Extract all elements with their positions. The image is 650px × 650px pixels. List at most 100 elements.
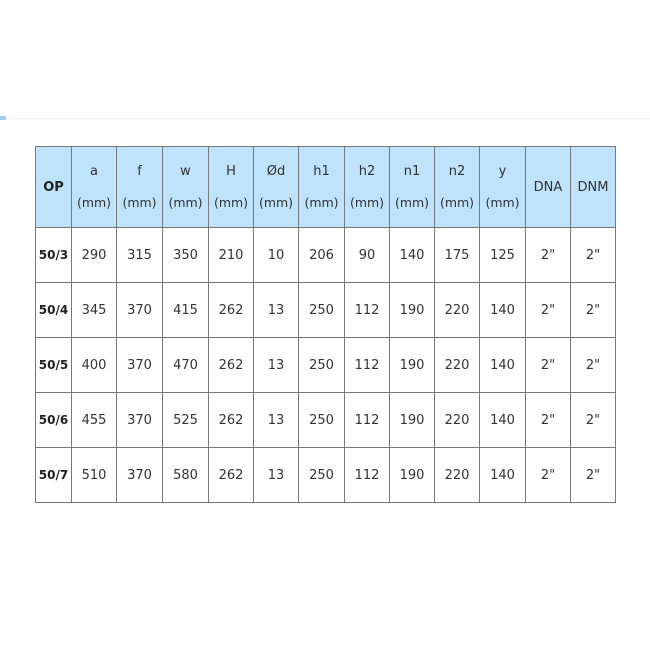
value-cell: 290 — [71, 227, 117, 283]
value-cell: 262 — [208, 337, 254, 393]
value-cell: 262 — [208, 282, 254, 338]
header-unit: (mm) — [122, 195, 157, 210]
value-cell: 112 — [344, 392, 390, 448]
value-cell: 190 — [389, 447, 435, 503]
value-cell: 2" — [525, 282, 571, 338]
table-row: 50/7 510 370 580 262 13 250 112 190 220 140 2" 2" — [35, 447, 616, 503]
value-cell: 250 — [298, 392, 345, 448]
header-unit: (mm) — [394, 195, 430, 210]
value-cell: 13 — [253, 337, 299, 393]
header-label: n1 — [403, 164, 421, 179]
header-row: OP a (mm) f (mm) w (mm) H (mm) Ød (mm) h1 (mm) h2 (mm)… — [35, 146, 616, 228]
header-label: a — [90, 164, 98, 179]
header-cell: w (mm) — [162, 146, 209, 228]
header-cell: f (mm) — [116, 146, 163, 228]
model-cell: 50/3 — [35, 227, 72, 283]
header-cell: DNM — [570, 146, 616, 228]
header-label: n2 — [448, 164, 466, 179]
value-cell: 580 — [162, 447, 209, 503]
value-cell: 2" — [525, 447, 571, 503]
header-label: w — [180, 164, 191, 179]
model-cell: 50/6 — [35, 392, 72, 448]
value-cell: 206 — [298, 227, 345, 283]
value-cell: 315 — [116, 227, 163, 283]
header-unit: (mm) — [258, 195, 294, 210]
header-label: y — [498, 164, 507, 179]
value-cell: 140 — [389, 227, 435, 283]
table-row: 50/5 400 370 470 262 13 250 112 190 220 140 2" 2" — [35, 337, 616, 393]
header-cell: DNA — [525, 146, 571, 228]
value-cell: 510 — [71, 447, 117, 503]
dimensions-table: OP a (mm) f (mm) w (mm) H (mm) Ød (mm) h1 (mm) h2 (mm)… — [35, 146, 616, 503]
value-cell: 210 — [208, 227, 254, 283]
model-cell: 50/4 — [35, 282, 72, 338]
value-cell: 220 — [434, 392, 480, 448]
table-row: 50/4 345 370 415 262 13 250 112 190 220 140 2" 2" — [35, 282, 616, 338]
value-cell: 370 — [116, 447, 163, 503]
value-cell: 250 — [298, 447, 345, 503]
value-cell: 190 — [389, 337, 435, 393]
header-label: DNM — [577, 179, 609, 195]
value-cell: 190 — [389, 282, 435, 338]
value-cell: 13 — [253, 447, 299, 503]
value-cell: 13 — [253, 392, 299, 448]
value-cell: 220 — [434, 282, 480, 338]
header-cell: Ød (mm) — [253, 146, 299, 228]
divider-line — [0, 118, 650, 119]
value-cell: 190 — [389, 392, 435, 448]
header-cell: n2 (mm) — [434, 146, 480, 228]
value-cell: 400 — [71, 337, 117, 393]
value-cell: 370 — [116, 337, 163, 393]
value-cell: 140 — [479, 447, 526, 503]
header-unit: (mm) — [439, 195, 475, 210]
value-cell: 220 — [434, 447, 480, 503]
value-cell: 250 — [298, 337, 345, 393]
model-cell: 50/7 — [35, 447, 72, 503]
table-row: 50/3 290 315 350 210 10 206 90 140 175 125 2" 2" — [35, 227, 616, 283]
value-cell: 262 — [208, 392, 254, 448]
header-unit: (mm) — [485, 195, 520, 210]
header-cell: h2 (mm) — [344, 146, 390, 228]
value-cell: 2" — [570, 392, 616, 448]
header-cell: H (mm) — [208, 146, 254, 228]
header-cell: h1 (mm) — [298, 146, 345, 228]
value-cell: 112 — [344, 447, 390, 503]
value-cell: 2" — [525, 392, 571, 448]
value-cell: 125 — [479, 227, 526, 283]
value-cell: 175 — [434, 227, 480, 283]
header-unit: (mm) — [349, 195, 385, 210]
header-unit: (mm) — [168, 195, 203, 210]
value-cell: 112 — [344, 337, 390, 393]
value-cell: 10 — [253, 227, 299, 283]
header-cell: y (mm) — [479, 146, 526, 228]
value-cell: 140 — [479, 392, 526, 448]
value-cell: 140 — [479, 337, 526, 393]
header-label: h1 — [313, 164, 330, 179]
header-label: f — [137, 164, 142, 179]
header-label: H — [226, 164, 236, 179]
value-cell: 2" — [570, 227, 616, 283]
value-cell: 2" — [570, 447, 616, 503]
table-row: 50/6 455 370 525 262 13 250 112 190 220 140 2" 2" — [35, 392, 616, 448]
value-cell: 13 — [253, 282, 299, 338]
value-cell: 90 — [344, 227, 390, 283]
header-unit: (mm) — [304, 195, 339, 210]
value-cell: 2" — [525, 227, 571, 283]
model-cell: 50/5 — [35, 337, 72, 393]
value-cell: 470 — [162, 337, 209, 393]
value-cell: 2" — [525, 337, 571, 393]
header-unit: (mm) — [76, 195, 112, 210]
value-cell: 455 — [71, 392, 117, 448]
header-op: OP — [35, 146, 72, 228]
value-cell: 262 — [208, 447, 254, 503]
header-unit: (mm) — [213, 195, 249, 210]
value-cell: 220 — [434, 337, 480, 393]
header-label: h2 — [358, 164, 376, 179]
value-cell: 2" — [570, 282, 616, 338]
value-cell: 2" — [570, 337, 616, 393]
value-cell: 415 — [162, 282, 209, 338]
value-cell: 525 — [162, 392, 209, 448]
header-cell: a (mm) — [71, 146, 117, 228]
value-cell: 370 — [116, 392, 163, 448]
value-cell: 250 — [298, 282, 345, 338]
